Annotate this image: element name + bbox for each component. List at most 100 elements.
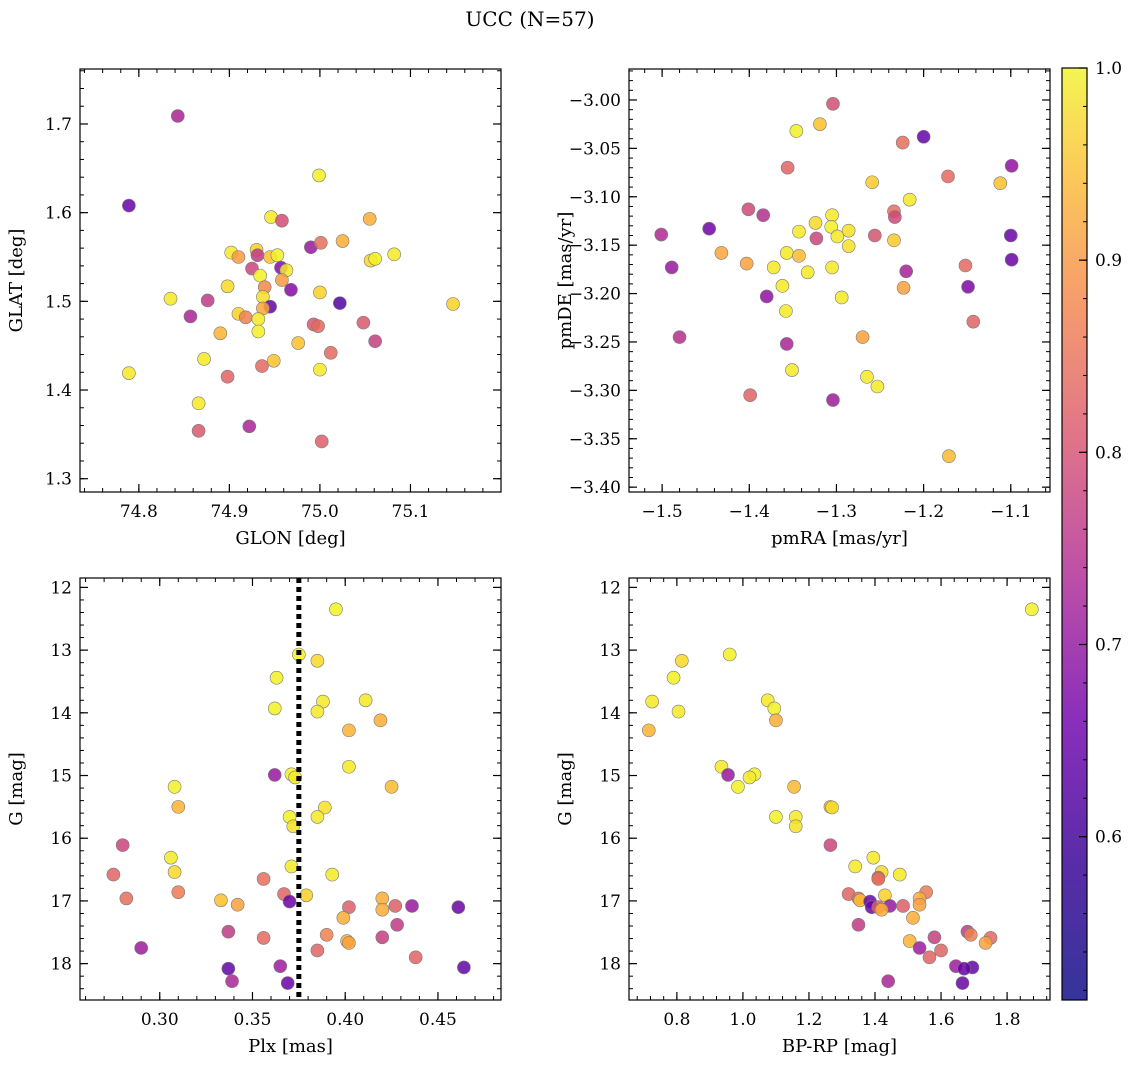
scatter-point <box>788 819 803 834</box>
y-tick-label: 14 <box>50 704 72 724</box>
scatter-point <box>899 264 913 279</box>
scatter-point <box>916 129 931 144</box>
panel-glon-glat: 74.8 74.9 75.0 75.1 1.3 1.4 1.5 1.6 1.7 GLON [deg… <box>6 68 502 549</box>
scatter-point <box>766 260 781 275</box>
scatter-point <box>860 370 874 384</box>
scatter-point <box>384 780 399 794</box>
scatter-point <box>1004 158 1019 173</box>
scatter-point <box>314 236 328 250</box>
scatter-point <box>282 894 297 909</box>
scatter-point <box>922 950 937 965</box>
y-tick-label: −3.10 <box>569 188 621 208</box>
x-axis-label: Plx [mas] <box>248 1036 333 1057</box>
scatter-point <box>1025 602 1039 617</box>
y-tick-label: −3.30 <box>569 381 621 401</box>
scatter-point <box>335 234 350 248</box>
y-tick-label: 16 <box>599 829 621 849</box>
scatter-point <box>743 388 757 403</box>
figure-title: UCC (N=57) <box>465 7 594 31</box>
scatter-point <box>213 326 228 341</box>
y-tick-label: 16 <box>50 829 72 849</box>
scatter-point <box>779 246 794 260</box>
y-tick-label: 1.3 <box>45 470 72 490</box>
scatter-point <box>865 175 879 190</box>
y-axis-label: G [mag] <box>6 752 27 825</box>
x-tick-label: 1.8 <box>994 1010 1021 1030</box>
x-tick-label: 75.0 <box>301 502 339 522</box>
scatter-point <box>792 224 806 239</box>
axes-frame <box>79 68 502 493</box>
scatter-point <box>767 701 782 716</box>
colorbar-gradient <box>1062 68 1087 1000</box>
scatter-point <box>721 768 735 782</box>
scatter-point <box>855 330 870 344</box>
scatter-point <box>368 251 382 266</box>
scatter-point <box>955 976 970 990</box>
scatter-point <box>284 283 298 297</box>
scatter-point <box>642 723 656 738</box>
scatter-point <box>834 290 849 305</box>
scatter-point <box>896 280 911 295</box>
scatter-point <box>373 713 388 728</box>
x-tick-label: 74.9 <box>210 502 248 522</box>
scatter-point <box>342 936 356 950</box>
scatter-point <box>225 974 239 988</box>
x-tick-label: −1.5 <box>641 502 682 522</box>
scatter-point <box>387 247 401 262</box>
scatter-point <box>183 309 198 324</box>
scatter-point <box>912 941 927 955</box>
scatter-point <box>942 449 956 463</box>
scatter-point <box>868 228 882 243</box>
scatter-point <box>170 109 185 123</box>
scatter-point <box>702 221 716 236</box>
scatter-point <box>675 653 689 668</box>
scatter-point <box>739 256 754 271</box>
y-tick-label: 18 <box>50 955 72 975</box>
colorbar: 0.6 0.7 0.8 0.9 1.0 <box>1061 59 1122 1001</box>
data-points <box>642 602 1039 990</box>
scatter-point <box>220 369 235 384</box>
y-tick-label: −3.40 <box>569 478 621 498</box>
scatter-point <box>197 352 211 366</box>
x-tick-label: 1.4 <box>861 1010 888 1030</box>
scatter-point <box>902 192 917 207</box>
axes-frame <box>628 577 1051 1001</box>
scatter-point <box>314 434 329 449</box>
scatter-point <box>775 279 790 293</box>
scatter-point <box>329 602 343 617</box>
scatter-point <box>214 893 228 908</box>
scatter-point <box>267 701 282 716</box>
scatter-point <box>993 176 1008 191</box>
x-tick-label: 1.6 <box>928 1010 955 1030</box>
scatter-point <box>874 902 889 917</box>
scatter-point <box>851 917 866 932</box>
scatter-point <box>122 198 136 213</box>
axes-frame <box>79 577 502 1001</box>
colorbar-tick-label: 0.6 <box>1095 828 1122 848</box>
scatter-point <box>253 268 267 283</box>
y-tick-label: −3.35 <box>569 430 621 450</box>
scatter-point <box>714 246 729 260</box>
scatter-point <box>342 759 356 774</box>
scatter-point <box>266 353 281 368</box>
data-points <box>106 602 471 990</box>
scatter-point <box>275 273 289 287</box>
scatter-point <box>313 362 327 377</box>
scatter-point <box>164 850 178 865</box>
scatter-point <box>342 723 356 738</box>
scatter-point <box>231 250 246 264</box>
scatter-point <box>826 393 840 407</box>
scatter-point <box>825 260 839 275</box>
scatter-point <box>256 872 271 886</box>
x-tick-label: 0.35 <box>234 1010 272 1030</box>
scatter-point <box>887 233 901 248</box>
x-tick-label: 1.0 <box>729 1010 756 1030</box>
x-tick-label: −1.2 <box>903 502 944 522</box>
scatter-point <box>769 713 783 728</box>
y-tick-label: 15 <box>50 767 72 787</box>
colorbar-tick-label: 0.9 <box>1095 251 1122 271</box>
scatter-point <box>333 296 347 310</box>
scatter-point <box>823 838 838 852</box>
colorbar-frame <box>1061 67 1088 1001</box>
x-tick-label: −1.3 <box>816 502 857 522</box>
